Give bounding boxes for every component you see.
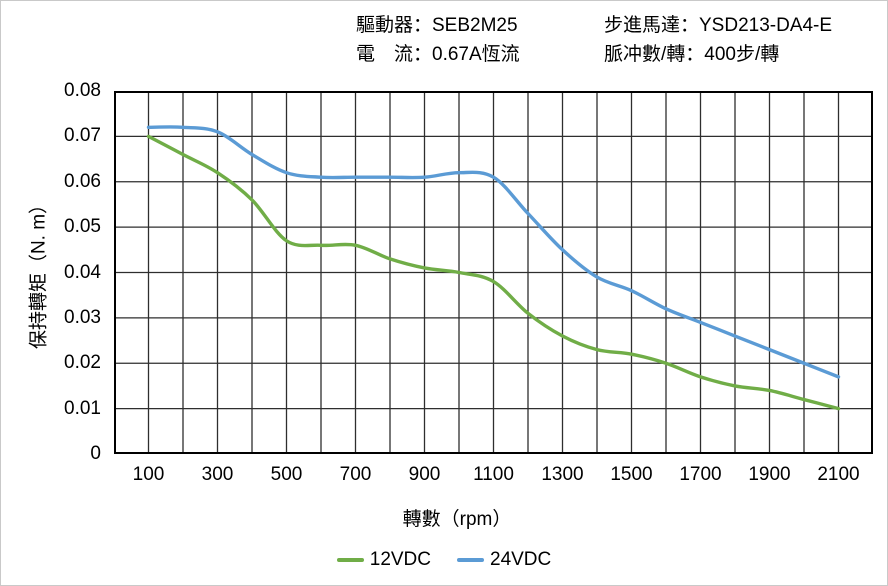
x-tick-label: 700 <box>339 464 372 485</box>
y-tick-label: 0.06 <box>64 170 101 192</box>
x-tick-label: 500 <box>270 464 303 485</box>
driver-spec: 驅動器：SEB2M25 <box>356 15 518 36</box>
x-tick-label: 1300 <box>541 464 584 485</box>
legend-swatch-12vdc <box>336 558 364 562</box>
header-left-column: 驅動器：SEB2M25 電 流：0.67A恆流 <box>356 11 520 69</box>
x-tick-label: 1500 <box>610 464 653 485</box>
y-tick-label: 0.04 <box>64 261 101 283</box>
x-tick-label: 900 <box>408 464 441 485</box>
legend-label-24vdc: 24VDC <box>490 549 552 570</box>
plot-area <box>114 91 873 454</box>
y-tick-label: 0 <box>90 443 101 464</box>
pulses-per-rev-spec: 脈冲數/轉：400步/轉 <box>604 44 780 65</box>
legend-item-24vdc: 24VDC <box>457 549 551 571</box>
legend-item-12vdc: 12VDC <box>336 549 431 571</box>
y-tick-label: 0.08 <box>64 80 101 101</box>
x-tick-label: 100 <box>132 464 165 485</box>
plot-border <box>114 91 873 454</box>
chart-legend: 12VDC 24VDC <box>1 549 887 571</box>
y-tick-label: 0.05 <box>64 216 101 238</box>
current-spec: 電 流：0.67A恆流 <box>356 44 520 65</box>
x-tick-label: 2100 <box>817 464 860 485</box>
legend-label-12vdc: 12VDC <box>369 549 431 570</box>
y-tick-label: 0.03 <box>64 306 101 328</box>
legend-swatch-24vdc <box>457 558 484 562</box>
x-tick-label: 1900 <box>748 464 791 485</box>
y-tick-label: 0.02 <box>64 352 101 374</box>
motor-spec: 步進馬達：YSD213-DA4-E <box>604 15 833 36</box>
series-line-24vdc <box>146 125 841 379</box>
x-axis-title: 轉數（rpm） <box>402 509 512 530</box>
header-right-column: 步進馬達：YSD213-DA4-E 脈冲數/轉：400步/轉 <box>604 11 832 69</box>
y-tick-label: 0.01 <box>64 397 101 419</box>
x-tick-label: 1100 <box>473 464 514 485</box>
y-tick-label: 0.07 <box>64 125 101 147</box>
series-line-12vdc <box>146 134 841 411</box>
x-tick-label: 1700 <box>679 464 722 485</box>
x-tick-label: 300 <box>201 464 234 485</box>
